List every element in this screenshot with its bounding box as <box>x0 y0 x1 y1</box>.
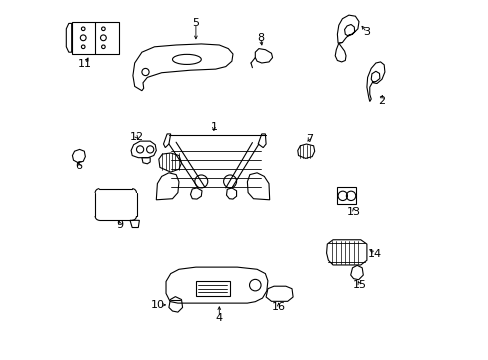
Text: 6: 6 <box>75 161 82 171</box>
Bar <box>337 187 355 204</box>
Text: 14: 14 <box>367 249 381 259</box>
Text: 11: 11 <box>78 59 92 69</box>
Text: 13: 13 <box>346 207 361 217</box>
Text: 9: 9 <box>117 220 123 230</box>
Text: 10: 10 <box>150 300 164 310</box>
Text: 5: 5 <box>192 18 199 28</box>
Text: 2: 2 <box>377 96 384 106</box>
Text: 15: 15 <box>352 280 366 290</box>
Text: 3: 3 <box>363 27 369 37</box>
Bar <box>72 22 118 54</box>
Text: 12: 12 <box>129 132 143 142</box>
Text: 4: 4 <box>215 312 223 323</box>
Text: 8: 8 <box>257 33 264 43</box>
Bar <box>196 281 230 296</box>
Text: 16: 16 <box>271 302 285 312</box>
Text: 7: 7 <box>305 134 312 144</box>
Text: 1: 1 <box>210 122 217 132</box>
